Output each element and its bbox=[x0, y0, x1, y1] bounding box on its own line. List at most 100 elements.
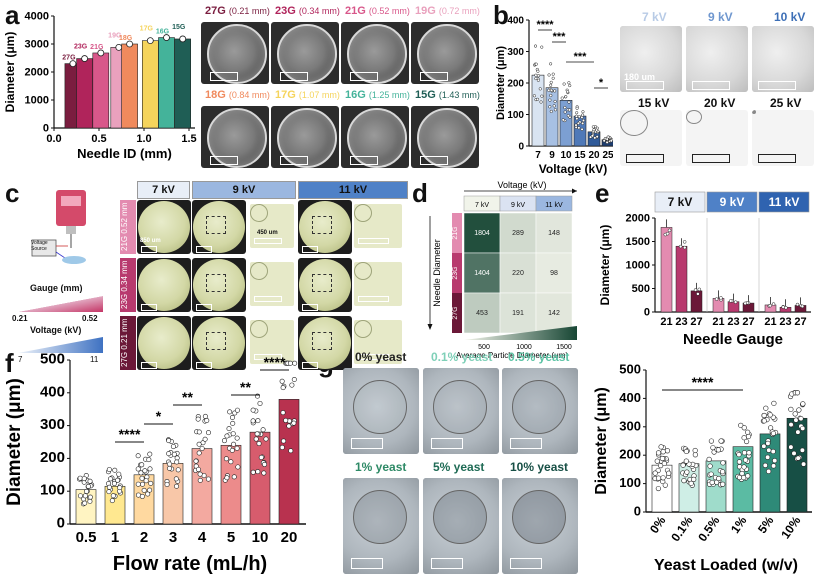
chart-b-point bbox=[553, 89, 557, 93]
chart-g-point bbox=[716, 475, 722, 482]
chart-f-point bbox=[135, 466, 141, 472]
scale-text: 180 um bbox=[624, 72, 656, 82]
chart-g-point bbox=[654, 458, 660, 464]
chart-f-sig-label: ** bbox=[182, 389, 193, 405]
chart-f-point bbox=[286, 423, 292, 429]
chart-f-point bbox=[77, 475, 83, 481]
gauge-label-mm: (1.43 mm) bbox=[438, 90, 480, 100]
chart-b-point bbox=[549, 80, 553, 84]
chart-b-point bbox=[553, 108, 557, 112]
chart-f-point bbox=[107, 476, 113, 482]
chart-e-y-tick-label: 1500 bbox=[626, 236, 650, 248]
chart-a-bar bbox=[76, 58, 93, 129]
chart-a-bar-label: 27G bbox=[62, 55, 76, 62]
chart-e-x-tick-label: 21 bbox=[764, 316, 776, 328]
chart-a-point bbox=[146, 37, 154, 45]
chart-g-point bbox=[738, 422, 744, 428]
chart-d-cell-label: 142 bbox=[548, 310, 560, 317]
micrograph bbox=[192, 200, 246, 254]
chart-e-x-tick-label: 23 bbox=[675, 316, 687, 328]
chart-b-point bbox=[575, 117, 579, 121]
chart-b-bar bbox=[531, 74, 545, 147]
chart-f-point bbox=[258, 454, 264, 460]
chart-g-y-tick-label: 500 bbox=[619, 362, 641, 377]
bead bbox=[686, 110, 702, 124]
chart-a-point bbox=[115, 43, 123, 51]
chart-f-point bbox=[164, 481, 170, 487]
column-header: 9 kV bbox=[192, 181, 296, 199]
chart-b-x-tick-label: 7 bbox=[535, 150, 541, 161]
chart-f-point bbox=[81, 476, 87, 482]
chart-b-point bbox=[539, 100, 543, 104]
chart-g-point bbox=[794, 390, 801, 396]
chart-g-point bbox=[709, 479, 715, 486]
chart-b-sig-label: *** bbox=[553, 31, 567, 43]
disc bbox=[138, 317, 190, 369]
scale-bar bbox=[692, 81, 730, 90]
chart-f-point bbox=[250, 407, 256, 413]
chart-b-sig-label: *** bbox=[574, 51, 588, 63]
chart-b-point bbox=[548, 105, 552, 109]
chart-e-point bbox=[743, 301, 747, 306]
chart-b-x-tick-label: 25 bbox=[602, 150, 613, 161]
micrograph bbox=[271, 106, 339, 168]
chart-f-point bbox=[279, 378, 285, 384]
chart-g-point bbox=[799, 447, 805, 453]
bead bbox=[250, 320, 268, 338]
chart-g-point bbox=[792, 411, 798, 417]
scale-bar bbox=[280, 156, 308, 165]
chart-g-point bbox=[766, 468, 772, 474]
chart-a-bar-label: 18G bbox=[119, 35, 133, 42]
gauge-min-label: 0.21 bbox=[12, 314, 28, 323]
chart-f-point bbox=[77, 493, 83, 499]
zoom-image bbox=[250, 204, 294, 248]
chart-b-point bbox=[567, 100, 571, 104]
gauge-label-mm: (0.84 mm) bbox=[228, 90, 270, 100]
chart-b-point bbox=[536, 69, 540, 73]
chart-d-cell-label: 1404 bbox=[474, 270, 490, 277]
chart-b-xlabel: Voltage (kV) bbox=[539, 162, 607, 176]
gauge-label: 15G (1.43 mm) bbox=[415, 89, 480, 101]
chart-d-row-label: 27G bbox=[452, 306, 459, 319]
chart-a-needle-id: 0 1000 2000 3000 4000 0.0 0.5 1.0 1.5 27G 23G 21G 19… bbox=[3, 11, 197, 162]
chart-e-group-label: 9 kV bbox=[720, 195, 745, 209]
column-header: 11 kV bbox=[298, 181, 408, 199]
chart-a-bar-label: 23G bbox=[74, 44, 88, 51]
micrograph bbox=[137, 258, 191, 312]
chart-b-point bbox=[595, 135, 599, 139]
chart-f-point bbox=[139, 475, 145, 481]
chart-f-point bbox=[171, 451, 177, 457]
chart-b-point bbox=[553, 99, 557, 103]
chart-d-row-bar bbox=[452, 293, 462, 333]
chart-d-row-bar bbox=[452, 253, 462, 293]
chart-e-point bbox=[800, 304, 805, 309]
chart-d-cell-label: 1804 bbox=[474, 230, 490, 237]
yeast-label: 0% yeast bbox=[355, 350, 407, 364]
chart-f-point bbox=[166, 465, 172, 471]
chart-f-point bbox=[255, 469, 261, 475]
chart-g-point bbox=[706, 456, 712, 462]
chart-b-point bbox=[575, 111, 579, 115]
bead bbox=[250, 204, 268, 222]
bead bbox=[512, 490, 566, 544]
chart-d-colorbar-tick: 500 bbox=[478, 344, 490, 351]
chart-g-point bbox=[660, 449, 666, 455]
micrograph bbox=[411, 22, 479, 84]
chart-f-point bbox=[139, 493, 145, 499]
chart-f-point bbox=[205, 476, 211, 482]
chart-f-point bbox=[170, 444, 176, 450]
chart-f-point bbox=[82, 493, 88, 499]
chart-b-ylabel: Diameter (μm) bbox=[495, 46, 507, 120]
chart-f-x-tick-label: 2 bbox=[140, 529, 148, 546]
chart-f-point bbox=[148, 480, 154, 486]
chart-g-point bbox=[788, 444, 794, 450]
bead bbox=[512, 380, 566, 434]
chart-g-point bbox=[801, 461, 807, 467]
chart-b-point bbox=[534, 73, 538, 77]
chart-f-xlabel: Flow rate (mL/h) bbox=[113, 553, 267, 575]
chart-e-point bbox=[719, 296, 723, 300]
chart-a-bar bbox=[92, 52, 110, 129]
chart-d-cell-label: 453 bbox=[476, 310, 488, 317]
gauge-label-mm: (0.72 mm) bbox=[438, 6, 480, 16]
